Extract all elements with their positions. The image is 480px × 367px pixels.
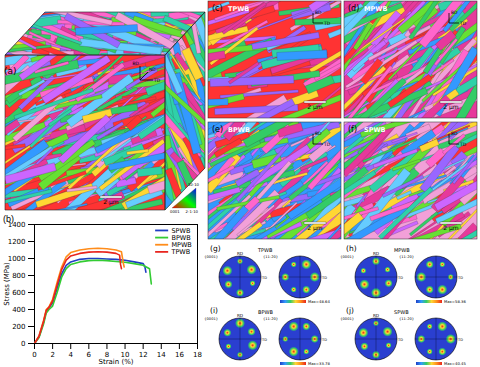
svg-text:{0001}: {0001} [204, 255, 218, 259]
svg-text:TD: TD [323, 21, 331, 26]
svg-text:RD: RD [373, 313, 379, 318]
svg-text:Stress (MPa): Stress (MPa) [3, 262, 11, 306]
svg-text:{11-20}: {11-20} [263, 255, 278, 259]
svg-text:Max=48.64: Max=48.64 [308, 299, 330, 304]
svg-text:TD: TD [261, 276, 267, 280]
svg-text:(j): (j) [346, 306, 354, 315]
svg-text:2 μm: 2 μm [443, 224, 459, 232]
svg-text:8: 8 [104, 351, 110, 360]
svg-text:10-10: 10-10 [188, 182, 200, 187]
svg-text:{11-20}: {11-20} [399, 317, 414, 321]
svg-text:TD: TD [321, 276, 327, 280]
svg-text:BD: BD [451, 10, 458, 15]
svg-text:0: 0 [21, 340, 25, 348]
svg-text:TD: TD [457, 338, 463, 342]
svg-text:14: 14 [157, 351, 166, 359]
svg-text:RD: RD [237, 313, 243, 318]
svg-text:16: 16 [175, 351, 184, 359]
svg-text:6: 6 [87, 351, 92, 359]
svg-text:2: 2 [50, 351, 54, 359]
svg-text:MPWB: MPWB [364, 5, 387, 13]
svg-text:BPWB: BPWB [171, 233, 191, 242]
svg-text:BD: BD [132, 61, 139, 66]
svg-text:TD: TD [153, 78, 161, 83]
svg-text:(i): (i) [210, 306, 218, 315]
svg-text:2 μm: 2 μm [103, 198, 119, 206]
svg-text:TD: TD [321, 338, 327, 342]
svg-text:2 μm: 2 μm [307, 224, 323, 232]
svg-text:TD: TD [397, 276, 403, 280]
svg-text:TPWB: TPWB [228, 5, 249, 13]
svg-text:(e): (e) [212, 125, 223, 134]
svg-text:{0001}: {0001} [204, 317, 218, 321]
svg-text:TD: TD [457, 276, 463, 280]
svg-text:0001: 0001 [170, 209, 180, 214]
svg-text:(h): (h) [346, 244, 357, 253]
svg-text:TD: TD [459, 21, 467, 26]
svg-text:10: 10 [120, 351, 130, 360]
svg-text:MPWB: MPWB [394, 247, 410, 253]
svg-text:Max=33.78: Max=33.78 [308, 361, 330, 366]
svg-text:18: 18 [193, 351, 202, 359]
svg-text:(f): (f) [348, 125, 357, 134]
svg-text:2 μm: 2 μm [443, 103, 459, 111]
svg-text:{11-20}: {11-20} [263, 317, 278, 321]
svg-text:12: 12 [139, 351, 148, 359]
svg-text:2-1-10: 2-1-10 [186, 209, 199, 214]
svg-text:ND: ND [149, 67, 156, 72]
svg-text:SPWB: SPWB [394, 309, 409, 315]
svg-text:MPWB: MPWB [171, 240, 192, 249]
svg-text:TD: TD [397, 338, 403, 342]
svg-text:TPWB: TPWB [170, 248, 190, 256]
svg-text:1400: 1400 [7, 220, 26, 229]
svg-text:{0001}: {0001} [340, 255, 354, 259]
html-text:(b): (b) [3, 214, 14, 224]
svg-text:(c): (c) [212, 4, 223, 13]
svg-text:RD: RD [373, 251, 379, 256]
svg-text:400: 400 [12, 306, 25, 314]
svg-text:BD: BD [315, 131, 322, 136]
svg-text:TPWB: TPWB [257, 247, 273, 253]
svg-text:2 μm: 2 μm [307, 103, 323, 111]
svg-text:{0001}: {0001} [340, 317, 354, 321]
svg-text:(g): (g) [210, 244, 221, 253]
svg-text:1200: 1200 [8, 238, 26, 246]
svg-text:BD: BD [451, 131, 458, 136]
svg-text:TD: TD [459, 142, 467, 147]
svg-text:SPWB: SPWB [364, 126, 386, 134]
svg-text:0: 0 [32, 351, 36, 359]
svg-text:TD: TD [261, 338, 267, 342]
svg-text:BPWB: BPWB [258, 309, 273, 315]
svg-text:BD: BD [315, 10, 322, 15]
svg-text:600: 600 [12, 289, 25, 297]
svg-text:Strain (%): Strain (%) [98, 358, 133, 366]
svg-text:1000: 1000 [8, 255, 26, 263]
svg-text:4: 4 [68, 351, 73, 359]
svg-text:(d): (d) [348, 4, 359, 13]
svg-text:Max=40.45: Max=40.45 [444, 361, 466, 366]
svg-text:BPWB: BPWB [228, 126, 250, 134]
svg-text:TD: TD [323, 142, 331, 147]
svg-text:(a): (a) [4, 66, 17, 76]
svg-text:SPWB: SPWB [171, 226, 191, 235]
svg-text:{11-20}: {11-20} [399, 255, 414, 259]
svg-text:200: 200 [12, 323, 25, 331]
svg-text:800: 800 [12, 272, 25, 280]
svg-text:RD: RD [237, 251, 243, 256]
svg-text:Max=58.36: Max=58.36 [444, 299, 466, 304]
